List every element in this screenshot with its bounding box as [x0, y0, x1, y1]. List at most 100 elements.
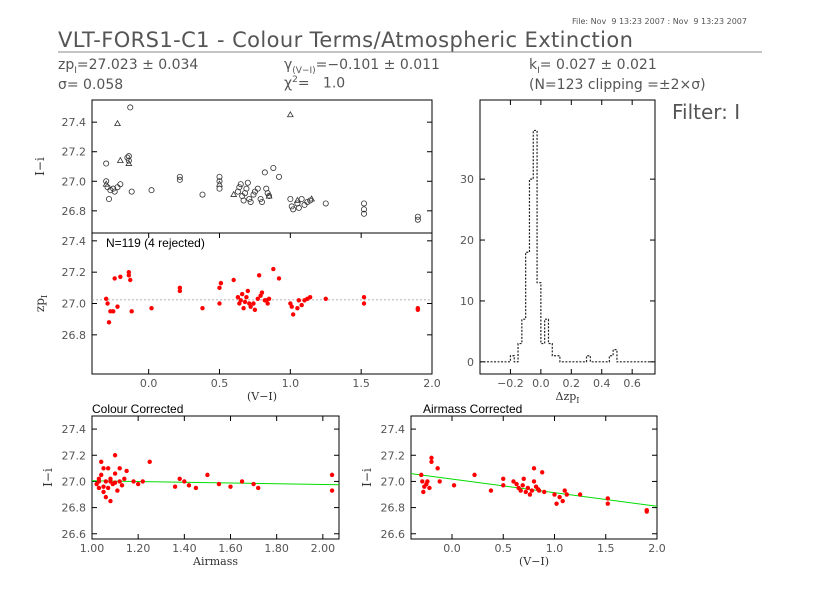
data-point: [235, 295, 241, 300]
data-point: [230, 190, 238, 197]
data-point: [117, 479, 122, 484]
xtick-label-colour: 2.00: [311, 542, 336, 555]
data-point: [99, 472, 104, 478]
data-point: [308, 195, 316, 202]
data-point: [117, 466, 122, 471]
data-point: [107, 187, 114, 194]
data-point: [111, 188, 118, 195]
series-top: [103, 104, 421, 223]
data-point: [552, 492, 557, 497]
data-point: [216, 180, 223, 187]
xlabel-airmass: (V−I): [519, 555, 549, 568]
data-point: [176, 176, 183, 183]
gamma-value: γ(V−I)=−0.101 ± 0.011: [284, 57, 440, 76]
data-point: [251, 481, 256, 487]
ylabel-airmass-text: I−i: [360, 468, 374, 487]
xtick-label-airmass: 1.0: [546, 542, 564, 555]
data-point: [238, 298, 243, 303]
data-point: [216, 173, 223, 180]
data-point: [290, 206, 297, 213]
data-point: [248, 304, 253, 309]
data-point: [252, 307, 258, 312]
ylabel-top: I−i: [33, 157, 47, 176]
data-point: [290, 312, 296, 317]
data-point: [276, 276, 282, 281]
data-point: [246, 196, 253, 203]
axes-top: 26.8 27.0 27.2 27.4: [62, 99, 433, 234]
data-point: [577, 492, 583, 497]
data-point: [135, 481, 141, 487]
data-point: [472, 472, 477, 478]
data-point: [124, 468, 129, 474]
data-point: [605, 496, 610, 501]
data-point: [304, 198, 311, 205]
zp-subscript: I: [74, 65, 77, 76]
panel-title-colour: Colour Corrected: [92, 402, 183, 416]
ylabel-airmass: I−i: [360, 468, 374, 487]
data-point: [101, 484, 106, 489]
data-point: [101, 489, 106, 495]
chi-number: = 1.0: [297, 75, 346, 92]
data-point: [177, 476, 182, 482]
filter-label: Filter: I: [672, 100, 741, 124]
axes-airmass: 26.6 26.8 27.0 27.2 27.4 0.0 0.5 1.0 1.5 2.0: [381, 415, 666, 555]
data-point: [501, 483, 506, 488]
data-point: [182, 479, 187, 484]
data-point: [256, 273, 262, 278]
k-value: kI= 0.027 ± 0.021: [529, 57, 657, 76]
data-point: [216, 185, 223, 192]
data-point: [124, 154, 131, 161]
data-point: [286, 110, 294, 118]
ytick-label-colour: 27.4: [62, 423, 87, 436]
data-point: [116, 156, 124, 163]
data-point: [254, 185, 261, 192]
data-point: [125, 153, 132, 160]
data-point: [96, 485, 102, 491]
data-point: [149, 306, 154, 311]
data-point: [128, 188, 135, 195]
data-point: [421, 489, 426, 495]
data-point: [414, 216, 421, 223]
xtick-label-airmass: 2.0: [648, 542, 666, 555]
data-point: [239, 291, 245, 297]
data-point: [259, 290, 265, 295]
data-point: [361, 295, 367, 300]
data-point: [125, 159, 133, 166]
data-point: [261, 169, 268, 176]
data-point: [106, 196, 113, 203]
series-airmass: [419, 455, 649, 514]
data-point: [217, 285, 222, 291]
data-point: [103, 178, 110, 185]
data-point: [103, 494, 109, 500]
data-point: [520, 483, 525, 488]
data-point: [429, 459, 434, 464]
data-point: [564, 492, 569, 497]
file-stamp: File: Nov 9 13:23 2007 : Nov 9 13:23 200…: [572, 17, 747, 26]
data-point: [287, 196, 294, 203]
data-point: [112, 276, 117, 281]
data-point: [251, 301, 256, 306]
xtick-label-mid: 2.0: [423, 377, 441, 390]
data-point: [266, 296, 272, 301]
data-point: [240, 197, 247, 204]
data-point: [103, 479, 109, 484]
data-point: [128, 277, 133, 283]
data-point: [131, 479, 136, 484]
data-point: [536, 488, 542, 493]
data-point: [237, 181, 244, 188]
ylabel-colour-text: I−i: [41, 468, 55, 487]
data-point: [425, 479, 430, 484]
data-point: [105, 466, 111, 471]
data-point: [241, 306, 246, 311]
chi-symbol: χ: [284, 75, 293, 92]
data-point: [527, 492, 533, 497]
axes-colour: 26.6 26.8 27.0 27.2 27.4 1.00 1.20 1.40 1.60 1.80…: [62, 415, 340, 555]
gamma-subscript: (V−I): [292, 65, 316, 76]
xlabel-hist-sub: I: [576, 396, 579, 405]
series-mid: [103, 266, 421, 325]
ytick-label-mid: 27.0: [62, 298, 87, 311]
data-point: [294, 200, 301, 207]
data-point: [117, 181, 124, 188]
data-point: [435, 466, 440, 471]
